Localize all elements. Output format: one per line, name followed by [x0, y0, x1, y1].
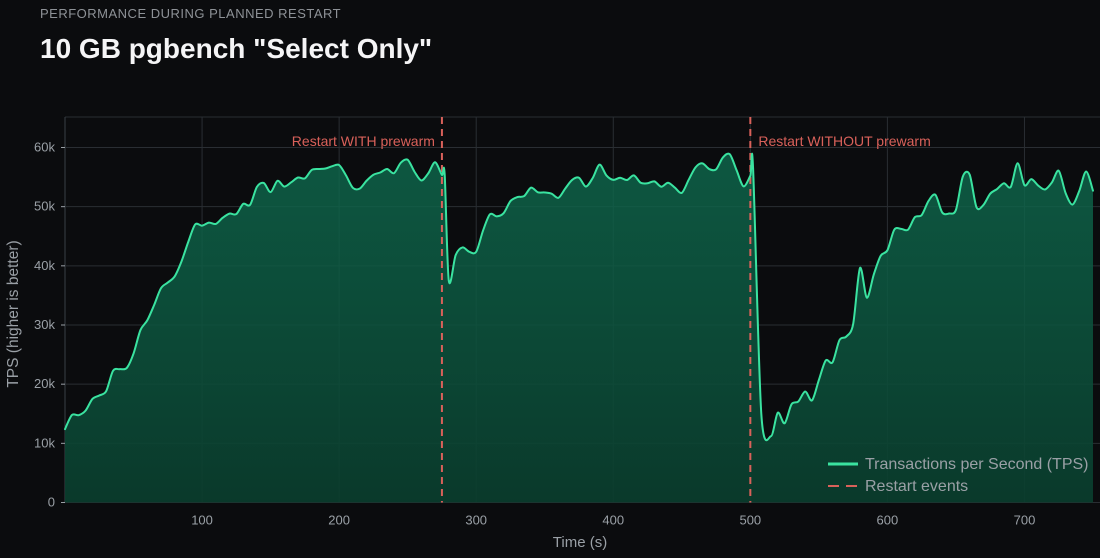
svg-text:100: 100: [191, 513, 213, 528]
svg-text:300: 300: [465, 513, 487, 528]
svg-text:30k: 30k: [34, 317, 55, 332]
svg-text:600: 600: [877, 513, 899, 528]
svg-text:200: 200: [328, 513, 350, 528]
svg-text:Restart WITH prewarm: Restart WITH prewarm: [292, 133, 435, 149]
svg-text:400: 400: [602, 513, 624, 528]
svg-text:50k: 50k: [34, 199, 55, 214]
svg-text:40k: 40k: [34, 258, 55, 273]
svg-text:Restart WITHOUT prewarm: Restart WITHOUT prewarm: [758, 133, 930, 149]
svg-text:TPS (higher is better): TPS (higher is better): [5, 240, 22, 387]
svg-text:Transactions per Second (TPS): Transactions per Second (TPS): [865, 456, 1089, 473]
svg-text:10k: 10k: [34, 435, 55, 450]
svg-text:20k: 20k: [34, 376, 55, 391]
svg-text:Restart events: Restart events: [865, 478, 968, 495]
svg-text:700: 700: [1014, 513, 1036, 528]
svg-text:60k: 60k: [34, 140, 55, 155]
svg-text:0: 0: [48, 495, 55, 510]
svg-text:500: 500: [739, 513, 761, 528]
svg-text:Time (s): Time (s): [553, 534, 607, 551]
